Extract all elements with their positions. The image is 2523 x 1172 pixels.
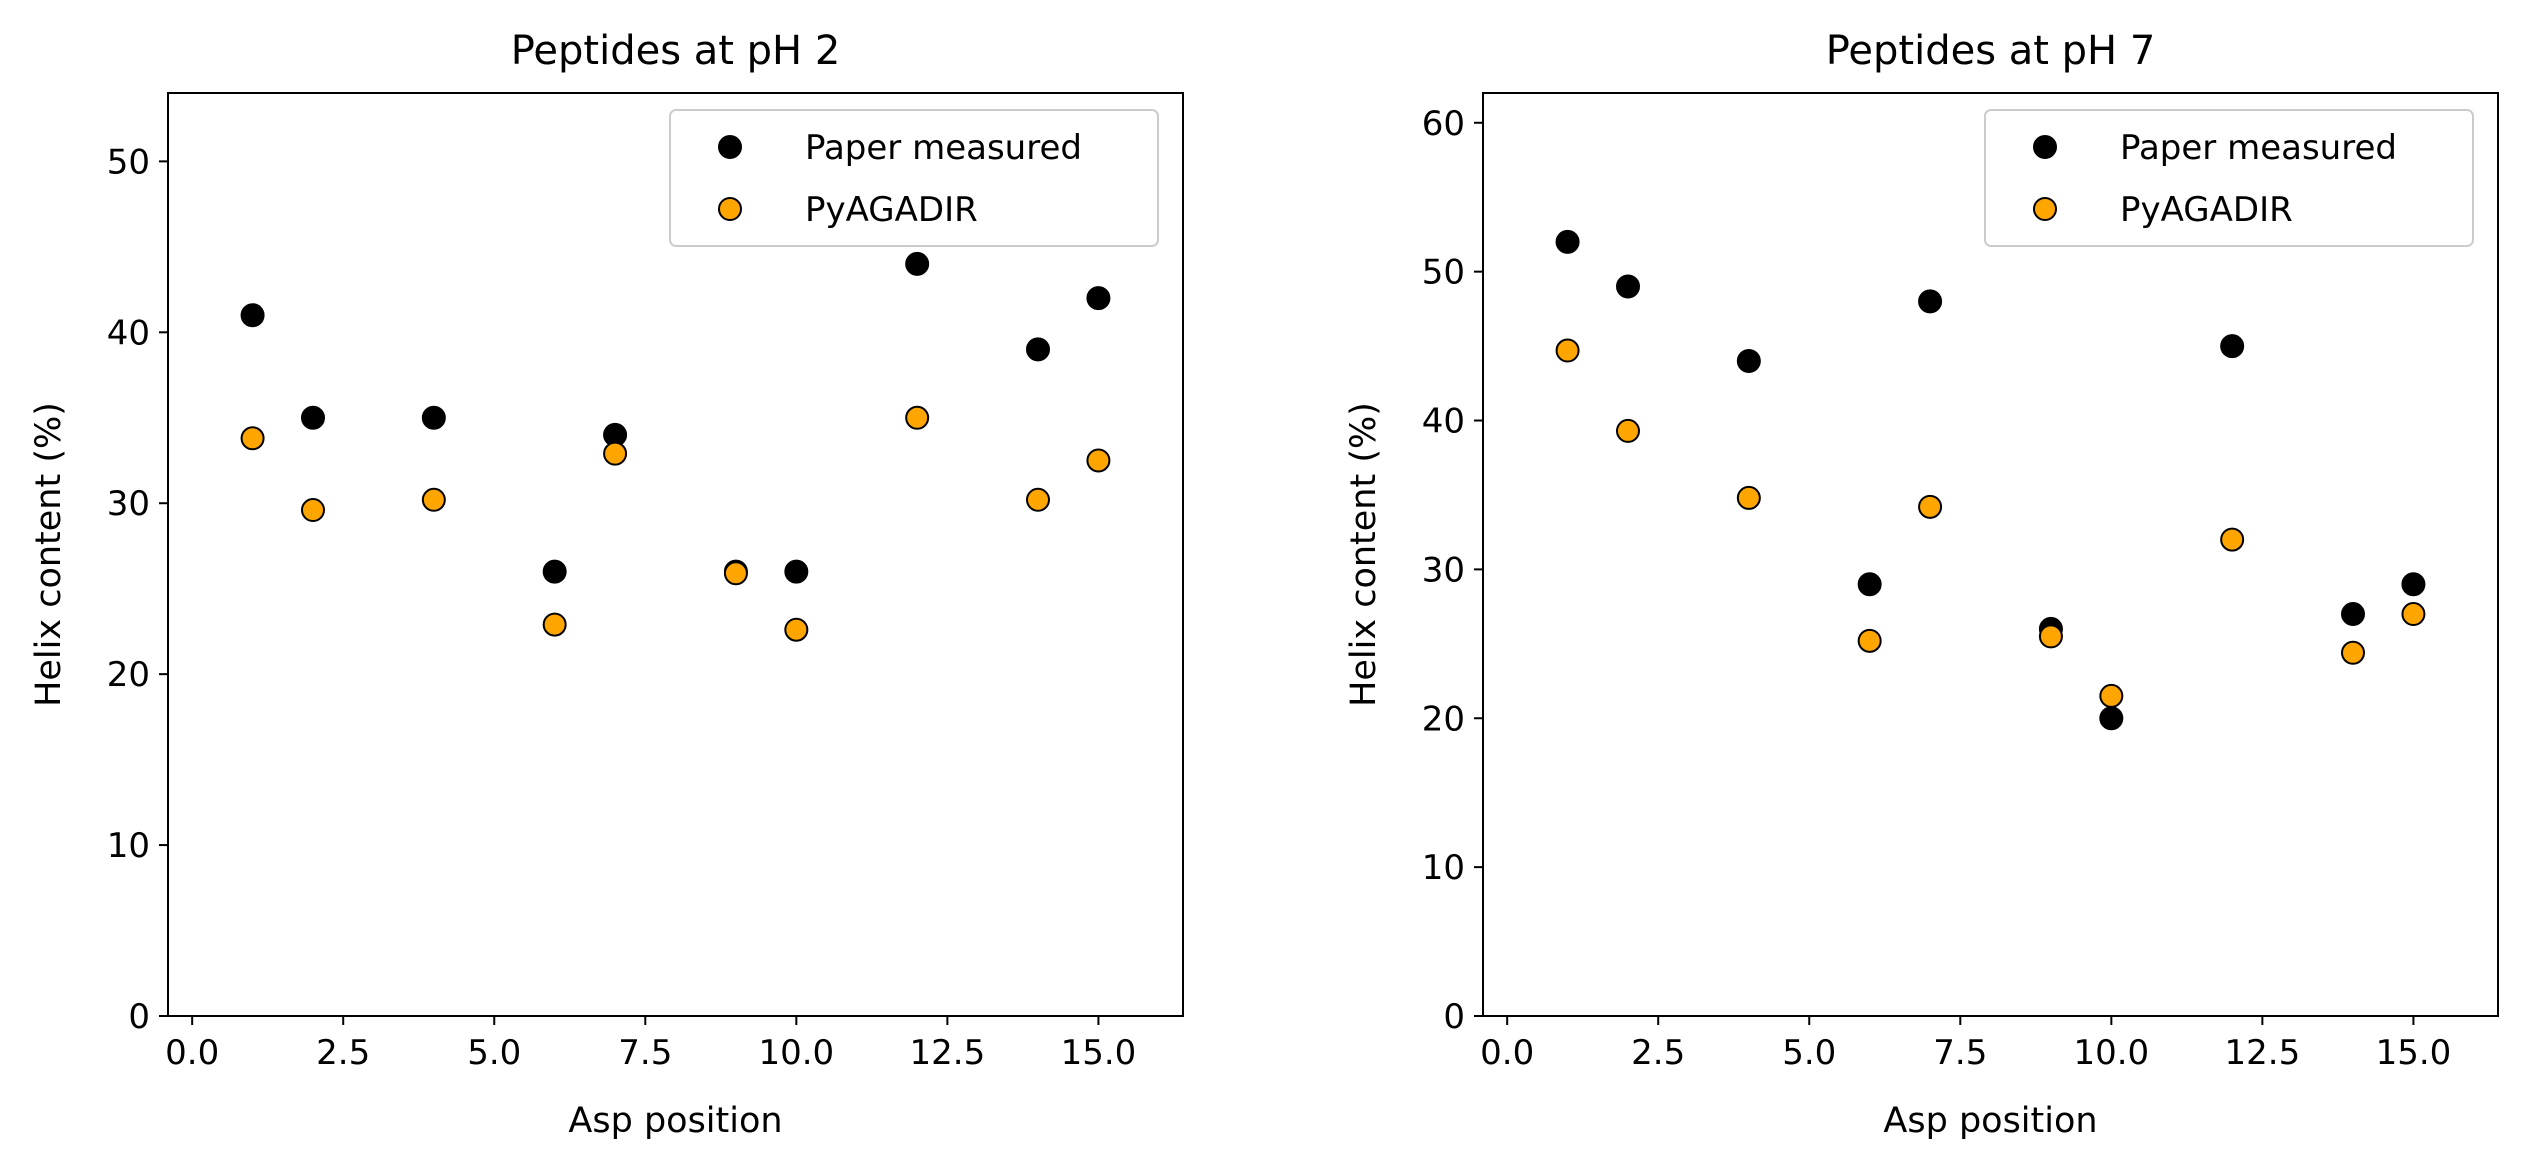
legend: Paper measured PyAGADIR bbox=[1984, 109, 2474, 247]
data-point-paper-measured bbox=[301, 405, 325, 430]
y-axis-label: Helix content (%) bbox=[1344, 402, 1384, 707]
data-point-paper-measured bbox=[2099, 706, 2124, 731]
data-point-paper-measured bbox=[2401, 572, 2426, 597]
data-point-paper-measured bbox=[1026, 337, 1050, 362]
y-tick-label: 20 bbox=[1422, 699, 1465, 739]
data-point-paper-measured bbox=[2341, 602, 2365, 627]
chart-title: Peptides at pH 7 bbox=[1826, 28, 2156, 74]
data-point-pyagadir bbox=[2038, 624, 2063, 649]
y-tick-label: 40 bbox=[107, 313, 150, 353]
legend-label-paper-measured: Paper measured bbox=[2120, 128, 2397, 168]
data-point-pyagadir bbox=[723, 561, 748, 586]
chart-title: Peptides at pH 2 bbox=[511, 28, 841, 74]
data-point-pyagadir bbox=[2401, 602, 2426, 627]
data-point-paper-measured bbox=[1616, 274, 1640, 299]
data-point-paper-measured bbox=[421, 405, 446, 430]
data-point-pyagadir bbox=[1026, 487, 1050, 512]
x-tick-label: 5.0 bbox=[1782, 1033, 1836, 1073]
legend-marker bbox=[718, 197, 742, 221]
data-point-pyagadir bbox=[2341, 640, 2365, 665]
plot-frame bbox=[1482, 92, 2499, 1017]
x-tick-label: 7.5 bbox=[1933, 1033, 1987, 1073]
data-point-pyagadir bbox=[2099, 683, 2124, 708]
data-point-pyagadir bbox=[240, 426, 265, 451]
x-tick-label: 0.0 bbox=[165, 1033, 219, 1073]
y-axis-label: Helix content (%) bbox=[29, 402, 69, 707]
y-tick-label: 10 bbox=[107, 826, 150, 866]
x-tick-label: 0.0 bbox=[1480, 1033, 1534, 1073]
y-tick-label: 50 bbox=[1422, 253, 1465, 293]
data-point-pyagadir bbox=[905, 405, 930, 430]
x-axis-label: Asp position bbox=[568, 1101, 782, 1141]
x-tick-label: 2.5 bbox=[316, 1033, 370, 1073]
y-tick-label: 60 bbox=[1422, 104, 1465, 144]
data-point-paper-measured bbox=[2220, 334, 2245, 359]
legend-label-pyagadir: PyAGADIR bbox=[2120, 190, 2293, 230]
x-tick-label: 15.0 bbox=[1061, 1033, 1137, 1073]
x-tick-label: 12.5 bbox=[2225, 1033, 2301, 1073]
data-point-pyagadir bbox=[2220, 527, 2245, 552]
chart-panel-ph2: Peptides at pH 2 Asp position Helix cont… bbox=[29, 28, 1184, 1141]
legend-label-pyagadir: PyAGADIR bbox=[805, 190, 978, 230]
chart-panel-ph7: Peptides at pH 7 Asp position Helix cont… bbox=[1344, 28, 2499, 1141]
data-point-pyagadir bbox=[421, 487, 446, 512]
data-point-paper-measured bbox=[1555, 229, 1580, 254]
x-tick-label: 2.5 bbox=[1631, 1033, 1685, 1073]
y-tick-label: 0 bbox=[128, 997, 150, 1037]
data-point-pyagadir bbox=[542, 612, 567, 637]
data-point-paper-measured bbox=[240, 303, 265, 328]
data-point-paper-measured bbox=[1857, 572, 1882, 597]
x-tick-label: 10.0 bbox=[758, 1033, 834, 1073]
data-point-paper-measured bbox=[784, 559, 809, 584]
data-point-pyagadir bbox=[603, 441, 628, 466]
data-point-pyagadir bbox=[301, 498, 325, 523]
y-tick-label: 30 bbox=[1422, 550, 1465, 590]
x-tick-label: 10.0 bbox=[2073, 1033, 2149, 1073]
plot-frame bbox=[167, 92, 1184, 1017]
data-point-pyagadir bbox=[1555, 338, 1580, 363]
legend-label-paper-measured: Paper measured bbox=[805, 128, 1082, 168]
y-tick-label: 50 bbox=[107, 142, 150, 182]
data-point-pyagadir bbox=[1616, 418, 1640, 443]
data-point-paper-measured bbox=[1086, 286, 1111, 311]
data-point-pyagadir bbox=[1736, 485, 1761, 510]
data-point-paper-measured bbox=[542, 559, 567, 584]
x-tick-label: 7.5 bbox=[618, 1033, 672, 1073]
y-tick-label: 20 bbox=[107, 655, 150, 695]
data-point-pyagadir bbox=[1857, 628, 1882, 653]
x-tick-label: 5.0 bbox=[467, 1033, 521, 1073]
x-axis-label: Asp position bbox=[1883, 1101, 2097, 1141]
data-point-paper-measured bbox=[1918, 289, 1943, 314]
y-tick-label: 30 bbox=[107, 484, 150, 524]
legend-marker bbox=[2033, 135, 2057, 159]
data-point-pyagadir bbox=[1086, 448, 1111, 473]
legend-frame bbox=[669, 109, 1159, 247]
data-point-paper-measured bbox=[1736, 348, 1761, 373]
legend-frame bbox=[1984, 109, 2474, 247]
x-tick-label: 12.5 bbox=[910, 1033, 986, 1073]
data-point-pyagadir bbox=[784, 617, 809, 642]
x-tick-label: 15.0 bbox=[2376, 1033, 2452, 1073]
data-point-paper-measured bbox=[905, 251, 930, 276]
legend-marker bbox=[718, 135, 742, 159]
legend-marker bbox=[2033, 197, 2057, 221]
y-tick-label: 40 bbox=[1422, 402, 1465, 442]
data-point-pyagadir bbox=[1918, 494, 1943, 519]
y-tick-label: 0 bbox=[1443, 997, 1465, 1037]
y-tick-label: 10 bbox=[1422, 848, 1465, 888]
legend: Paper measured PyAGADIR bbox=[669, 109, 1159, 247]
